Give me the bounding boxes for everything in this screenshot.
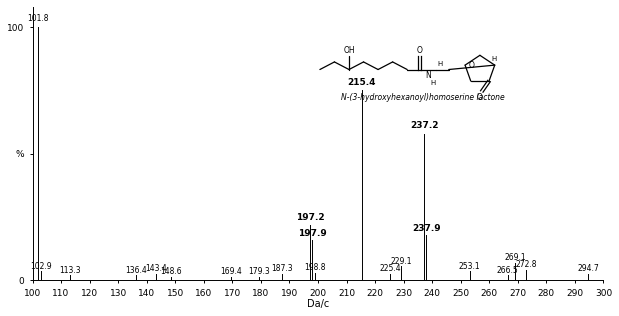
Text: 225.4: 225.4 [379,264,401,273]
Text: 101.8: 101.8 [27,15,48,23]
Text: 272.8: 272.8 [515,260,537,270]
Text: 215.4: 215.4 [348,78,376,87]
X-axis label: Da/c: Da/c [307,299,329,309]
Text: 197.2: 197.2 [296,213,324,222]
Text: 198.8: 198.8 [304,263,326,272]
Text: 197.9: 197.9 [298,229,326,238]
Text: 148.6: 148.6 [160,267,182,276]
Text: 143.4: 143.4 [145,264,167,273]
Text: 102.9: 102.9 [30,262,51,271]
Text: 229.1: 229.1 [391,257,412,266]
Text: 237.2: 237.2 [410,121,438,130]
Text: 179.3: 179.3 [248,267,270,276]
Text: 113.3: 113.3 [59,265,81,275]
Text: 237.9: 237.9 [412,224,441,233]
Text: H: H [491,56,496,62]
Text: 294.7: 294.7 [578,264,599,273]
Text: O: O [417,46,423,55]
Text: N: N [425,71,431,80]
Text: 269.1: 269.1 [504,253,526,262]
Text: 136.4: 136.4 [126,265,147,275]
Text: O: O [477,93,483,102]
Text: H: H [431,80,436,86]
Text: 266.5: 266.5 [497,265,519,275]
Text: H: H [437,61,443,67]
Text: 187.3: 187.3 [271,264,293,273]
Text: OH: OH [343,46,355,55]
Text: 169.4: 169.4 [220,267,241,276]
Text: N-(3-hydroxyhexanoyl)homoserine lactone: N-(3-hydroxyhexanoyl)homoserine lactone [340,94,504,102]
Text: O: O [468,61,474,70]
Text: 253.1: 253.1 [459,262,480,271]
